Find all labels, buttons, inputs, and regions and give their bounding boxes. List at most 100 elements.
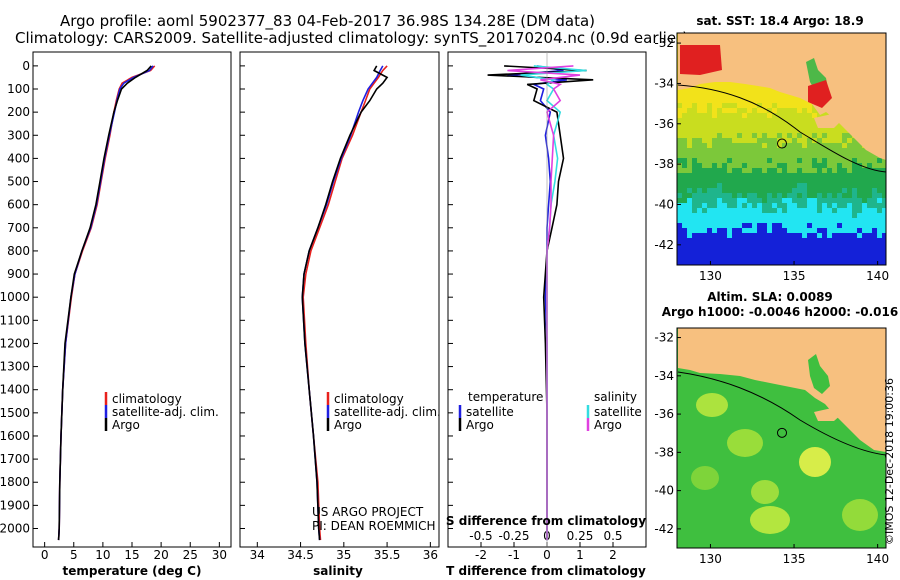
sst-cell <box>857 238 862 243</box>
sst-cell <box>802 168 807 173</box>
sst-cell <box>742 173 747 178</box>
sst-cell <box>792 173 797 178</box>
sst-cell <box>687 138 692 143</box>
sst-cell <box>707 258 712 263</box>
sst-cell <box>742 263 747 265</box>
sst-cell <box>722 83 727 88</box>
sst-cell <box>697 188 702 193</box>
sst-cell <box>822 148 827 153</box>
sst-cell <box>782 153 787 158</box>
sst-cell <box>727 123 732 128</box>
sst-cell <box>827 243 832 248</box>
sst-cell <box>882 188 886 193</box>
sst-cell <box>747 168 752 173</box>
sst-cell <box>757 248 762 253</box>
sst-cell <box>792 138 797 143</box>
sst-cell <box>782 198 787 203</box>
sst-cell <box>772 88 777 93</box>
sst-cell <box>707 118 712 123</box>
sst-cell <box>842 143 847 148</box>
sst-cell <box>817 233 822 238</box>
sst-cell <box>777 213 782 218</box>
sla-high-5 <box>750 506 790 534</box>
sst-cell <box>687 163 692 168</box>
sst-cell <box>757 143 762 148</box>
sst-cell <box>852 208 857 213</box>
sst-cell <box>712 153 717 158</box>
sst-cell <box>817 248 822 253</box>
sst-cell <box>752 248 757 253</box>
sst-cell <box>882 243 886 248</box>
sst-cell <box>792 178 797 183</box>
sst-cell <box>867 243 872 248</box>
sst-cell <box>747 98 752 103</box>
sst-cell <box>707 213 712 218</box>
sst-cell <box>797 108 802 113</box>
depth-tick-label: 1800 <box>0 475 30 489</box>
sst-cell <box>857 208 862 213</box>
sst-map-frame <box>676 32 887 266</box>
sst-cell <box>772 163 777 168</box>
sst-cell <box>782 98 787 103</box>
temperature-tick-label: 10 <box>95 548 110 562</box>
sst-cell <box>817 113 822 118</box>
sst-cell <box>862 153 867 158</box>
sst-cell <box>747 123 752 128</box>
sst-cell <box>802 218 807 223</box>
sst-cell <box>872 188 877 193</box>
sst-cell <box>757 173 762 178</box>
sdiff-tick-label: -0.25 <box>498 529 529 543</box>
sst-cell <box>717 203 722 208</box>
sst-cell <box>842 128 847 133</box>
sst-cell <box>762 228 767 233</box>
sst-cell <box>742 113 747 118</box>
sst-cell <box>767 138 772 143</box>
sst-cell <box>737 208 742 213</box>
sst-cell <box>867 153 872 158</box>
sst-cell <box>732 158 737 163</box>
temperature-tick-label: 30 <box>212 548 227 562</box>
sst-cell <box>682 183 687 188</box>
depth-tick-label: 1000 <box>0 290 30 304</box>
sst-cell <box>757 213 762 218</box>
sst-cell <box>747 143 752 148</box>
sst-cell <box>777 118 782 123</box>
sst-cell <box>802 203 807 208</box>
sst-cell <box>747 188 752 193</box>
sst-cell <box>852 233 857 238</box>
sst-cell <box>802 103 807 108</box>
sst-cell <box>797 198 802 203</box>
sst-cell <box>757 178 762 183</box>
sst-cell <box>797 248 802 253</box>
sst-cell <box>697 238 702 243</box>
sst-cell <box>702 253 707 258</box>
sst-cell <box>812 253 817 258</box>
sst-cell <box>822 238 827 243</box>
sst-cell <box>782 168 787 173</box>
sst-cell <box>787 163 792 168</box>
sst-cell <box>747 158 752 163</box>
sst-cell <box>787 128 792 133</box>
sst-cell <box>812 173 817 178</box>
sst-cell <box>687 178 692 183</box>
sst-cell <box>817 158 822 163</box>
sst-cell <box>872 213 877 218</box>
sst-cell <box>762 88 767 93</box>
sst-cell <box>777 173 782 178</box>
sst-cell <box>787 148 792 153</box>
sst-cell <box>852 258 857 263</box>
sst-cell <box>792 193 797 198</box>
sst-cell <box>827 263 832 265</box>
sst-cell <box>737 233 742 238</box>
sst-cell <box>847 243 852 248</box>
sst-cell <box>862 263 867 265</box>
sst-cell <box>682 168 687 173</box>
sst-cell <box>802 233 807 238</box>
sst-cell <box>737 248 742 253</box>
sst-cell <box>822 193 827 198</box>
sst-cell <box>727 163 732 168</box>
sst-cell <box>697 193 702 198</box>
sst-cell <box>822 243 827 248</box>
sst-cell <box>867 263 872 265</box>
sst-cell <box>757 198 762 203</box>
